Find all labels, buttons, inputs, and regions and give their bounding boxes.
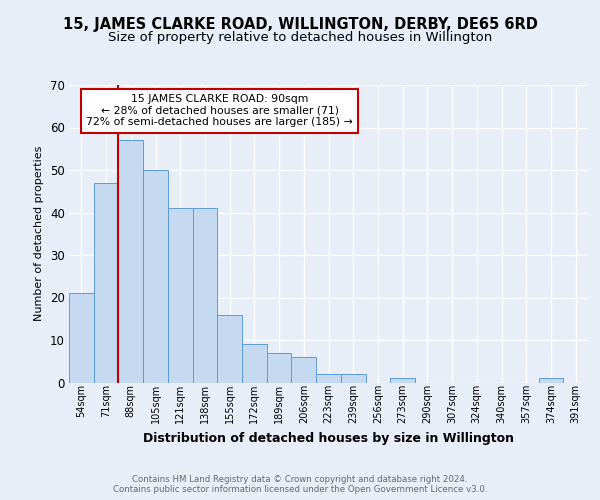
Bar (390, 378, 415, 382)
Bar (341, 374, 365, 382)
Text: Contains HM Land Registry data © Crown copyright and database right 2024.
Contai: Contains HM Land Registry data © Crown c… (113, 474, 487, 494)
Bar (69, 293, 94, 382)
Text: Size of property relative to detached houses in Willington: Size of property relative to detached ho… (108, 31, 492, 44)
Text: 15, JAMES CLARKE ROAD, WILLINGTON, DERBY, DE65 6RD: 15, JAMES CLARKE ROAD, WILLINGTON, DERBY… (62, 18, 538, 32)
Bar (292, 357, 316, 382)
Bar (316, 374, 341, 382)
Bar (118, 140, 143, 382)
Bar (539, 378, 563, 382)
Bar (242, 344, 267, 383)
Bar (168, 208, 193, 382)
Bar (94, 182, 118, 382)
Bar (143, 170, 168, 382)
Y-axis label: Number of detached properties: Number of detached properties (34, 146, 44, 322)
Bar (193, 208, 217, 382)
Bar (267, 353, 292, 382)
Bar (217, 314, 242, 382)
Text: 15 JAMES CLARKE ROAD: 90sqm
← 28% of detached houses are smaller (71)
72% of sem: 15 JAMES CLARKE ROAD: 90sqm ← 28% of det… (86, 94, 353, 127)
X-axis label: Distribution of detached houses by size in Willington: Distribution of detached houses by size … (143, 432, 514, 444)
